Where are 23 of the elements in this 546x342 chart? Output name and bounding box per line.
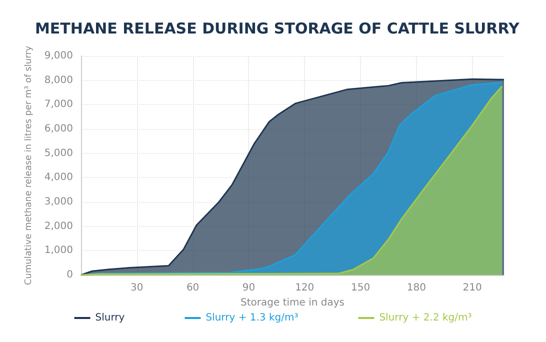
x-tick-label: 120 xyxy=(295,282,314,294)
legend-label: Slurry xyxy=(95,312,125,324)
y-axis-title: Cumulative methane release in litres per m³ of slurry xyxy=(24,45,34,286)
x-tick-label: 90 xyxy=(242,282,256,294)
y-tick-label: 3,000 xyxy=(44,196,73,208)
y-tick-label: 4,000 xyxy=(44,172,73,184)
x-tick-label: 210 xyxy=(462,282,482,294)
y-tick-label: 6,000 xyxy=(44,124,73,134)
y-tick-label: 5,000 xyxy=(44,148,73,159)
y-tick-label: 2,000 xyxy=(44,220,73,232)
y-tick-label: 1,000 xyxy=(44,245,73,256)
x-axis-title: Storage time in days xyxy=(240,297,344,308)
x-tick-label: 150 xyxy=(350,282,370,294)
x-tick-label: 60 xyxy=(186,282,200,294)
y-tick-label: 8,000 xyxy=(44,74,73,86)
x-tick-label: 30 xyxy=(130,282,144,294)
y-tick-label: 7,000 xyxy=(44,99,73,110)
x-tick-label: 180 xyxy=(406,282,426,294)
legend-label: Slurry + 1.3 kg/m³ xyxy=(206,312,298,324)
y-tick-label: 9,000 xyxy=(44,50,73,62)
y-tick-label: 0 xyxy=(66,270,73,280)
legend-label: Slurry + 2.2 kg/m³ xyxy=(379,312,472,324)
chart-title: METHANE RELEASE DURING STORAGE OF CATTLE SLURRY xyxy=(35,20,520,38)
